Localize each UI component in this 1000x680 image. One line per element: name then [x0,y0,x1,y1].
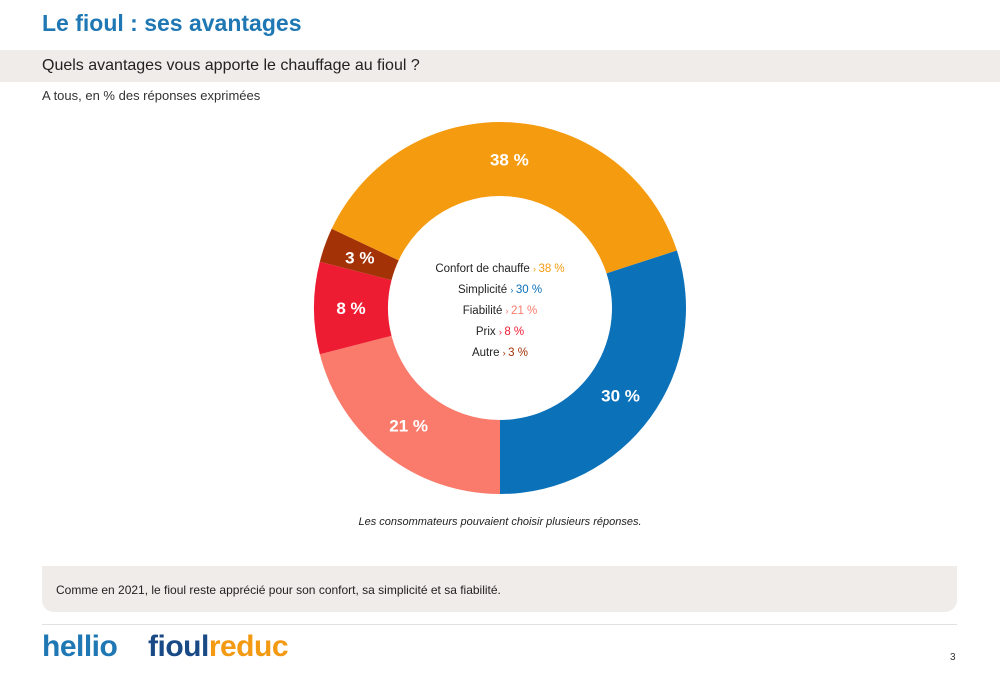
slice-value-label: 3 % [345,249,374,268]
fioulreduc-logo-part1: fioul [148,630,209,663]
legend-separator: › [506,306,512,316]
legend-entry: Fiabilité › 21 % [463,305,538,317]
fioulreduc-logo: fioulreduc [148,630,289,664]
slice-prix [314,261,392,355]
chart-note: Les consommateurs pouvaient choisir plus… [358,516,642,528]
legend-separator: › [503,348,509,358]
slice-autre [319,228,399,281]
legend-entry: Prix › 8 % [476,326,524,338]
legend-value: 30 % [516,284,542,296]
hellio-logo: hellio [42,630,118,663]
page-number: 3 [950,652,956,663]
slice-fiabilit- [319,335,500,494]
legend-value: 21 % [511,305,537,317]
legend-label: Confort de chauffe [435,263,533,275]
comment-box: Comme en 2021, le fioul reste apprécié p… [42,566,957,612]
legend-value: 38 % [538,263,564,275]
slice-value-label: 21 % [389,417,428,436]
slice-value-label: 38 % [490,150,529,169]
comment-text: Comme en 2021, le fioul reste apprécié p… [56,583,501,597]
question-band [0,50,1000,82]
slice-value-label: 8 % [336,299,365,318]
question-text: Quels avantages vous apporte le chauffag… [42,57,420,74]
page-title: Le fioul : ses avantages [42,10,302,36]
legend-separator: › [499,327,505,337]
legend-entry: Autre › 3 % [472,347,528,359]
legend-label: Autre [472,347,503,359]
legend-separator: › [510,285,516,295]
legend-label: Prix [476,326,499,338]
legend-value: 8 % [504,326,524,338]
legend-entry: Simplicité › 30 % [458,284,542,296]
slice-simplicit- [500,250,686,494]
legend-label: Fiabilité [463,305,506,317]
legend-label: Simplicité [458,284,510,296]
legend-value: 3 % [508,347,528,359]
footer-divider [42,624,957,625]
slice-confort-de-chauffe [331,122,677,274]
slice-value-label: 30 % [601,387,640,406]
legend-entry: Confort de chauffe › 38 % [435,263,564,275]
legend-separator: › [533,264,539,274]
base-subtitle: A tous, en % des réponses exprimées [42,88,261,103]
fioulreduc-logo-part2: reduc [208,630,289,663]
